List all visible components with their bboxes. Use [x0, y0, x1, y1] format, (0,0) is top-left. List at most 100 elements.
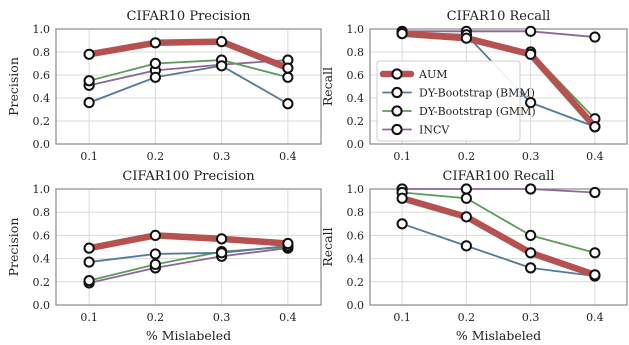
- y-tick-label: 0.0: [33, 299, 51, 312]
- data-point-dy-bootstrap-bmm: [525, 97, 537, 109]
- x-tick-label: 0.4: [279, 150, 297, 163]
- data-point-aum: [149, 229, 161, 241]
- data-point-dy-bootstrap-gmm: [149, 57, 161, 70]
- x-tick-label: 0.3: [213, 150, 231, 163]
- legend-label-incv: INCV: [419, 124, 450, 137]
- y-tick-label: 0.6: [33, 229, 51, 242]
- data-point-incv: [589, 31, 601, 43]
- y-tick-label: 0.8: [33, 46, 51, 59]
- data-point-aum: [460, 211, 472, 223]
- y-tick-label: 0.8: [33, 206, 51, 219]
- series-line-dy-bootstrap-bmm: [88, 244, 289, 263]
- data-point-dy-bootstrap-gmm: [149, 258, 161, 270]
- panel-3: 0.0 0.2 0.4 0.6 0.8 1.0 0.1 0.2 0.3 0.4 CIFAR100 P…: [6, 169, 322, 343]
- legend-box: [376, 60, 521, 142]
- legend-marker-dy-bootstrap-gmm: [391, 105, 403, 117]
- data-point-dy-bootstrap-gmm: [83, 75, 95, 87]
- y-tick-label: 0.2: [33, 115, 51, 128]
- data-point-dy-bootstrap-bmm: [83, 97, 95, 109]
- series-line-incv: [88, 247, 289, 284]
- data-point-dy-bootstrap-gmm: [282, 71, 294, 83]
- series-line-incv: [88, 59, 289, 87]
- legend-marker-aum: [391, 68, 403, 80]
- legend-label-aum: AUM: [418, 68, 447, 81]
- y-tick-label: 0.6: [33, 69, 51, 82]
- data-point-dy-bootstrap-bmm: [282, 98, 294, 110]
- data-point-dy-bootstrap-gmm: [460, 192, 472, 204]
- series-line-incv: [401, 30, 596, 38]
- data-point-aum: [396, 27, 408, 40]
- x-tick-label: 0.2: [458, 150, 476, 163]
- y-tick-label: 0.4: [33, 253, 51, 266]
- data-point-aum: [149, 37, 161, 49]
- data-point-incv: [460, 183, 472, 195]
- data-point-incv: [525, 183, 537, 195]
- y-tick-label: 0.2: [33, 276, 51, 289]
- data-point-aum: [589, 121, 601, 133]
- plot-frame: [369, 28, 628, 145]
- x-tick-label: 0.1: [393, 311, 411, 324]
- data-point-dy-bootstrap-bmm: [149, 248, 161, 260]
- y-tick-label: 1.0: [33, 183, 51, 196]
- data-point-aum: [525, 247, 537, 259]
- x-tick-label: 0.4: [586, 311, 604, 324]
- legend: AUM DY-Bootstrap (BMM) DY-Bootstrap (GMM) I…: [376, 60, 536, 142]
- y-axis-label: Recall: [320, 227, 335, 266]
- panel-4: 0.0 0.2 0.4 0.6 0.8 1.0 0.1 0.2 0.3 0.4 CIFAR100 R…: [320, 169, 628, 343]
- series-line-aum: [85, 38, 292, 72]
- data-point-dy-bootstrap-bmm: [83, 256, 95, 268]
- y-tick-label: 0.0: [33, 138, 51, 151]
- series-line-dy-bootstrap-bmm: [88, 64, 289, 105]
- series-line-incv: [401, 188, 596, 194]
- data-point-aum: [83, 242, 95, 254]
- y-axis-label: Precision: [6, 218, 21, 277]
- data-point-dy-bootstrap-bmm: [396, 218, 408, 230]
- legend-marker-dy-bootstrap-bmm: [391, 86, 403, 99]
- y-tick-label: 0.4: [347, 253, 365, 266]
- y-axis-label: Recall: [320, 67, 335, 106]
- y-tick-label: 0.8: [347, 46, 365, 59]
- data-point-dy-bootstrap-bmm: [525, 262, 537, 274]
- x-tick-label: 0.1: [80, 150, 98, 163]
- y-tick-label: 0.6: [347, 229, 365, 242]
- series-line-dy-bootstrap-gmm: [401, 191, 596, 254]
- x-tick-label: 0.2: [458, 311, 476, 324]
- data-point-aum: [525, 48, 537, 60]
- data-point-aum: [216, 36, 228, 48]
- data-point-aum: [282, 62, 294, 74]
- plot-frame: [55, 28, 322, 145]
- x-tick-label: 0.3: [522, 311, 540, 324]
- y-tick-label: 0.2: [347, 115, 365, 128]
- data-point-aum: [396, 192, 408, 204]
- legend-marker-incv: [391, 123, 403, 136]
- series-line-aum: [398, 30, 599, 130]
- x-axis-label: % Mislabeled: [146, 328, 231, 343]
- y-tick-label: 0.0: [347, 299, 365, 312]
- x-axis-label: % Mislabeled: [456, 328, 541, 343]
- data-point-aum: [589, 269, 601, 281]
- y-tick-label: 0.4: [347, 92, 365, 105]
- data-point-dy-bootstrap-bmm: [460, 240, 472, 252]
- data-point-dy-bootstrap-gmm: [83, 275, 95, 287]
- legend-label-dy-bootstrap-bmm: DY-Bootstrap (BMM): [419, 87, 535, 100]
- data-point-dy-bootstrap-gmm: [589, 247, 601, 259]
- y-axis-label: Precision: [6, 57, 21, 116]
- y-tick-label: 0.4: [33, 92, 51, 105]
- data-point-aum: [216, 233, 228, 245]
- chart-title: CIFAR100 Recall: [443, 169, 555, 184]
- x-tick-label: 0.2: [147, 311, 165, 324]
- y-tick-label: 0.0: [347, 138, 365, 151]
- x-tick-label: 0.3: [213, 311, 231, 324]
- chart-title: CIFAR10 Precision: [127, 9, 252, 24]
- x-tick-label: 0.1: [80, 311, 98, 324]
- plot-frame: [55, 188, 322, 306]
- x-tick-label: 0.4: [586, 150, 604, 163]
- panel-1: 0.0 0.2 0.4 0.6 0.8 1.0 0.1 0.2 0.3 0.4 CIFAR10 Pr…: [6, 9, 322, 163]
- chart-title: CIFAR100 Precision: [122, 169, 255, 184]
- data-point-incv: [525, 25, 537, 37]
- y-tick-label: 0.2: [347, 276, 365, 289]
- data-point-dy-bootstrap-gmm: [525, 229, 537, 241]
- series-line-aum: [85, 232, 292, 252]
- data-point-incv: [589, 186, 601, 199]
